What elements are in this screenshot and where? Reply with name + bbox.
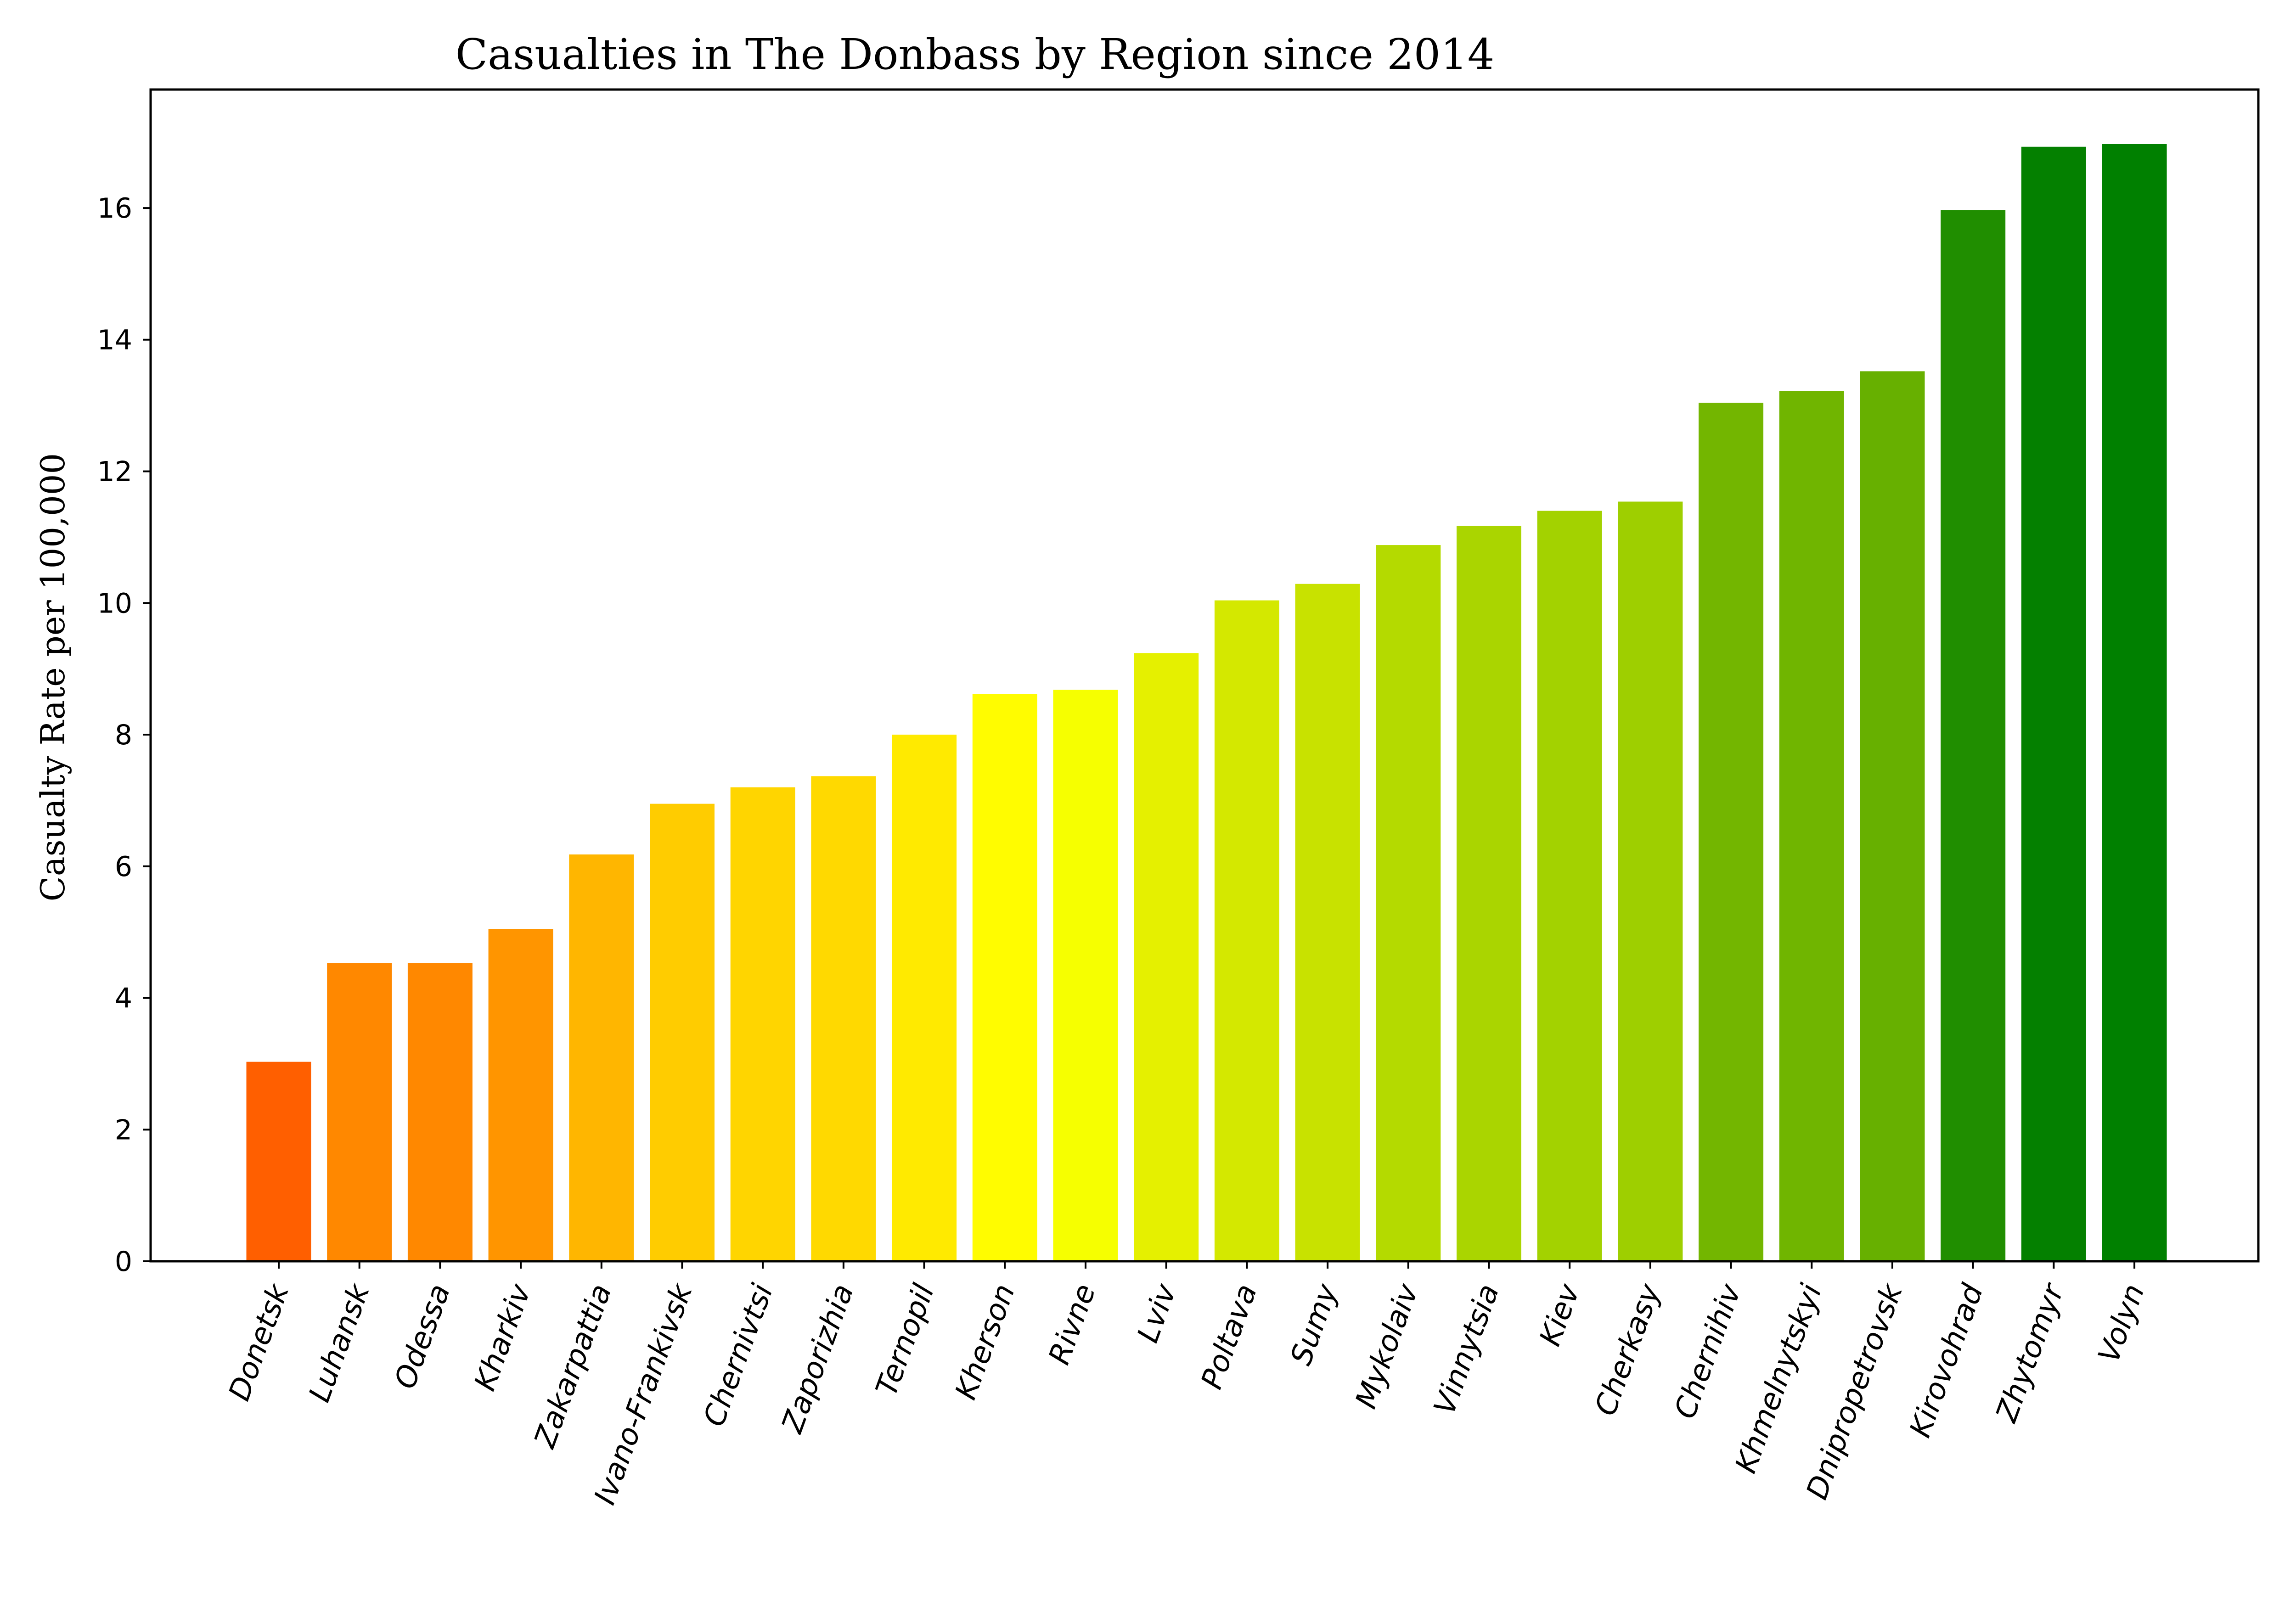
bar-zhytomyr <box>2021 146 2086 1262</box>
bar-mykolaiv <box>1376 545 1441 1261</box>
bar-zaporizhia <box>811 776 876 1261</box>
bar-rivne <box>1053 690 1118 1261</box>
y-tick-label: 8 <box>115 719 132 751</box>
bar-ivano-frankivsk <box>650 804 715 1261</box>
y-tick-label: 12 <box>97 456 132 488</box>
bar-kharkiv <box>488 929 553 1261</box>
bar-poltava <box>1214 600 1279 1261</box>
y-tick-label: 0 <box>115 1246 132 1278</box>
bar-sumy <box>1295 584 1360 1261</box>
bar-kirovohrad <box>1941 210 2006 1262</box>
y-tick-label: 4 <box>115 983 132 1015</box>
y-ticks-layer: 0 2 4 6 8 10 12 14 16 <box>97 192 2136 1278</box>
bar-dnipropetrovsk <box>1860 371 1925 1261</box>
chart-title: Casualties in The Donbass by Region sinc… <box>456 30 1495 79</box>
y-tick-label: 14 <box>97 324 132 356</box>
bar-lviv <box>1134 653 1199 1261</box>
bar-luhansk <box>327 963 392 1261</box>
bar-donetsk <box>246 1062 311 1261</box>
bar-volyn <box>2102 144 2167 1261</box>
bar-chernihiv <box>1699 403 1764 1261</box>
y-axis-label: Casualty Rate per 100,000 <box>34 453 72 902</box>
bar-ternopil <box>892 735 957 1261</box>
y-tick-label: 16 <box>97 192 132 225</box>
bar-cherkasy <box>1618 501 1683 1261</box>
bar-kiev <box>1537 511 1602 1261</box>
y-tick-label: 6 <box>115 851 132 883</box>
bar-chernivtsi <box>730 787 795 1261</box>
bar-vinnytsia <box>1457 526 1521 1261</box>
bar-odessa <box>407 963 473 1261</box>
bar-kherson <box>972 694 1037 1261</box>
bar-khmelnytskyi <box>1779 391 1844 1261</box>
bars-layer <box>246 144 2167 1262</box>
y-tick-label: 2 <box>115 1114 132 1146</box>
y-tick-label: 10 <box>97 587 132 619</box>
bar-zakarpattia <box>569 854 634 1261</box>
plot-frame <box>149 88 2260 1263</box>
